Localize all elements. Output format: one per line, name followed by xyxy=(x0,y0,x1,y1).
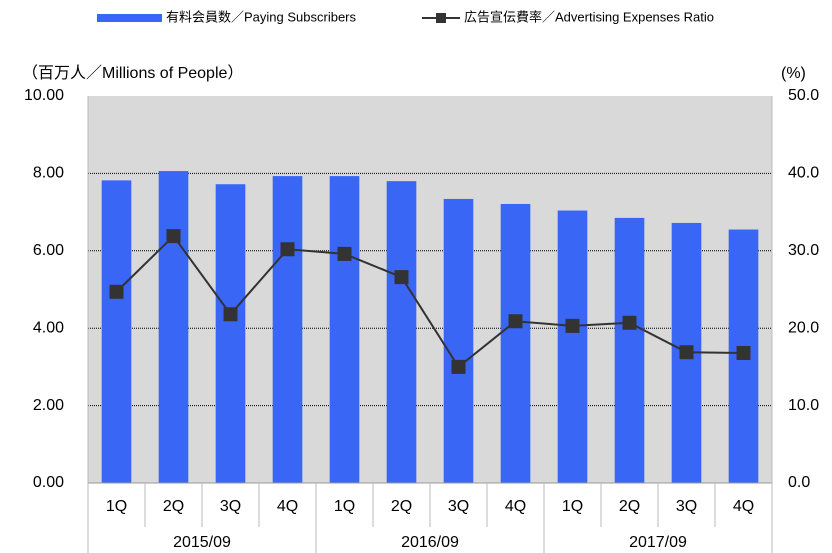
bar xyxy=(500,203,531,483)
ratio-marker xyxy=(109,284,124,299)
y-tick-label: 6.00 xyxy=(33,242,64,259)
ratio-marker xyxy=(679,345,694,360)
group-label: 2016/09 xyxy=(401,534,459,551)
y2-tick-label: 0.0 xyxy=(788,474,810,491)
group-label: 2017/09 xyxy=(629,534,687,551)
ratio-line xyxy=(115,234,744,369)
y-tick-label: 2.00 xyxy=(33,397,64,414)
ratio-marker xyxy=(622,315,637,330)
legend-swatch xyxy=(436,13,446,23)
bar xyxy=(443,198,474,483)
bar xyxy=(158,171,189,483)
bar xyxy=(101,180,132,483)
x-tick-label: 1Q xyxy=(106,498,127,515)
legend-label: 有料会員数／Paying Subscribers xyxy=(166,9,356,24)
ratio-marker xyxy=(736,345,751,360)
x-tick-label: 4Q xyxy=(733,498,754,515)
ratio-marker xyxy=(451,359,466,374)
y2-tick-label: 30.0 xyxy=(788,242,819,259)
group-label: 2015/09 xyxy=(173,534,231,551)
y2-tick-label: 50.0 xyxy=(788,87,819,104)
x-tick-label: 3Q xyxy=(220,498,241,515)
bar xyxy=(614,217,645,483)
ratio-marker xyxy=(394,270,409,285)
y-axis-title: （百万人／Millions of People） xyxy=(22,64,243,82)
bar xyxy=(329,176,360,483)
plot-background xyxy=(88,96,772,483)
y-tick-label: 8.00 xyxy=(33,165,64,182)
bar xyxy=(557,210,588,483)
ratio-marker xyxy=(223,307,238,322)
y-tick-label: 10.00 xyxy=(24,87,64,104)
x-tick-label: 3Q xyxy=(448,498,469,515)
legend-label: 広告宣伝費率／Advertising Expenses Ratio xyxy=(464,9,714,24)
bar xyxy=(272,176,303,483)
ratio-marker xyxy=(565,318,580,333)
ratio-marker xyxy=(337,246,352,261)
x-tick-label: 4Q xyxy=(277,498,298,515)
bar xyxy=(386,181,417,483)
x-tick-label: 1Q xyxy=(334,498,355,515)
y2-tick-label: 20.0 xyxy=(788,319,819,336)
y-tick-label: 0.00 xyxy=(33,474,64,491)
y2-tick-label: 10.0 xyxy=(788,397,819,414)
x-tick-label: 4Q xyxy=(505,498,526,515)
y-tick-label: 4.00 xyxy=(33,319,64,336)
bar xyxy=(215,184,246,483)
ratio-marker xyxy=(280,242,295,257)
legend-swatch xyxy=(97,14,162,22)
x-tick-label: 2Q xyxy=(619,498,640,515)
x-tick-label: 1Q xyxy=(562,498,583,515)
ratio-marker xyxy=(166,229,181,244)
ratio-marker xyxy=(508,314,523,329)
x-tick-label: 2Q xyxy=(391,498,412,515)
y2-axis-title: (%) xyxy=(781,65,806,82)
x-tick-label: 3Q xyxy=(676,498,697,515)
y2-tick-label: 40.0 xyxy=(788,165,819,182)
x-tick-label: 2Q xyxy=(163,498,184,515)
